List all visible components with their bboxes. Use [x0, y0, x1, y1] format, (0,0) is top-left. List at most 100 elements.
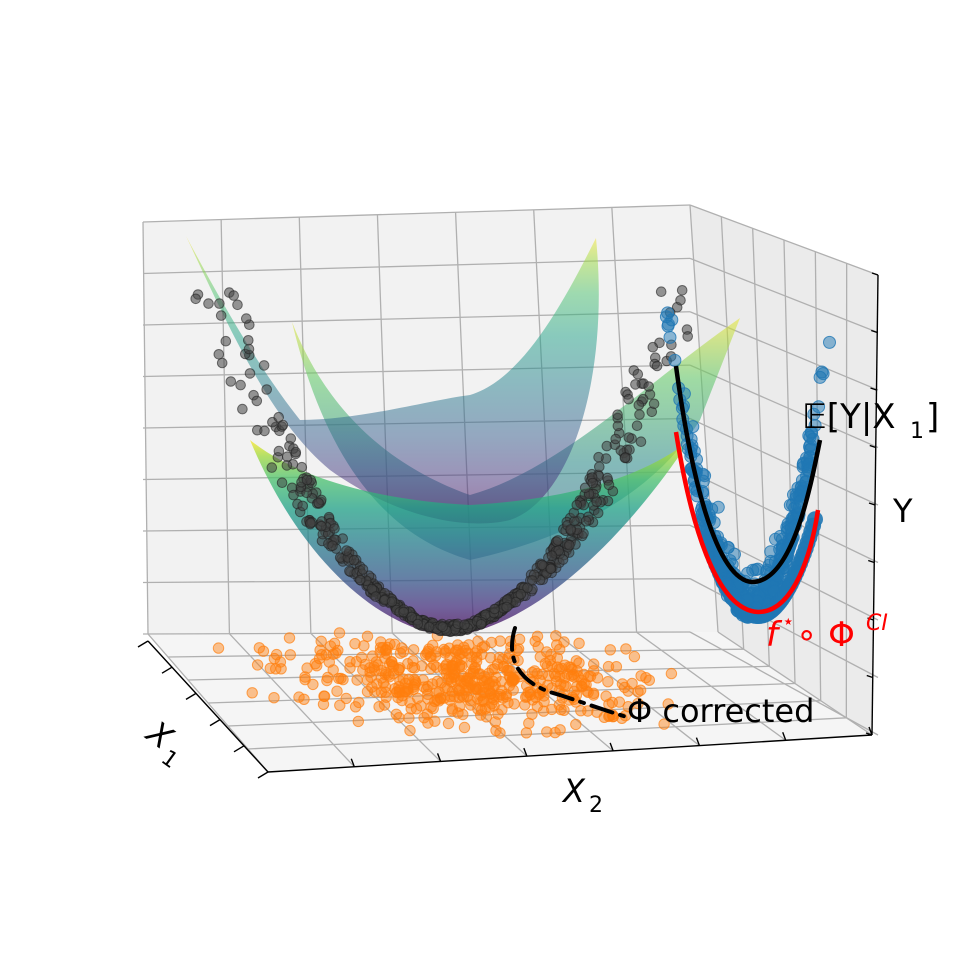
surface-point — [406, 611, 418, 623]
orange-point — [454, 648, 466, 660]
surface-point — [329, 523, 340, 534]
orange-point — [523, 717, 535, 729]
blue-point — [823, 335, 836, 349]
orange-point — [393, 684, 406, 696]
orange-point — [430, 687, 442, 699]
orange-point — [427, 702, 439, 715]
surface-point — [348, 555, 360, 566]
orange-point — [558, 636, 570, 648]
orange-point — [318, 690, 331, 702]
orange-point — [495, 676, 507, 688]
grid-line — [167, 648, 744, 658]
surface-point — [301, 474, 313, 486]
surface-point — [243, 335, 254, 346]
orange-point — [610, 661, 623, 673]
orange-point — [429, 715, 441, 727]
surface-point — [475, 619, 487, 630]
orange-point — [397, 673, 409, 685]
orange-point — [465, 699, 477, 711]
grid-line — [142, 204, 691, 223]
surface-point — [655, 286, 667, 298]
surface-point — [643, 381, 655, 392]
surface-point — [243, 343, 255, 355]
orange-point — [422, 688, 434, 700]
surface-point — [213, 349, 225, 360]
x2-tick — [350, 758, 355, 767]
surface-point — [515, 588, 527, 600]
orange-point — [299, 673, 311, 686]
surface-point — [594, 461, 605, 473]
surface-point — [412, 618, 424, 630]
x1-tick — [257, 771, 269, 779]
orange-point — [415, 700, 427, 712]
orange-point — [446, 703, 458, 715]
x2-tick — [436, 753, 442, 762]
blue-point — [663, 330, 677, 344]
surface-point — [579, 482, 591, 494]
blue-point — [721, 540, 735, 554]
orange-point — [551, 652, 563, 664]
orange-point — [422, 717, 434, 729]
orange-point — [333, 627, 346, 639]
orange-point — [361, 630, 374, 642]
orange-point — [604, 644, 616, 656]
orange-point — [358, 640, 370, 652]
x1-axis-line — [147, 640, 269, 773]
surface-point — [592, 507, 604, 519]
x2-tick — [782, 732, 787, 741]
orange-point — [548, 668, 561, 680]
surface-point — [203, 298, 214, 309]
surface-point — [632, 368, 644, 380]
comp-sup2: CI — [866, 611, 888, 636]
orange-point — [452, 683, 464, 695]
grid-line — [227, 700, 821, 727]
orange-point — [366, 681, 378, 693]
grid-line — [220, 219, 231, 634]
orange-point — [521, 690, 533, 703]
orange-point — [431, 675, 443, 688]
surface-point — [235, 379, 246, 391]
orange-point — [554, 724, 566, 736]
blue-point — [815, 365, 829, 379]
orange-point — [485, 636, 498, 649]
orange-point — [404, 724, 416, 737]
x2-tick — [868, 726, 873, 736]
orange-point — [298, 693, 310, 705]
blue-point — [661, 306, 675, 320]
orange-point — [442, 717, 455, 730]
surface-point — [288, 489, 299, 501]
orange-point — [541, 726, 553, 738]
surface-point — [546, 550, 558, 562]
surface-point — [337, 533, 349, 544]
conditional-expectation-curve — [673, 365, 823, 585]
surface-point — [261, 384, 273, 395]
orange-point — [386, 659, 399, 671]
orange-point — [555, 703, 567, 716]
surface-point — [557, 554, 569, 565]
surface-point — [220, 335, 232, 347]
surface-point — [273, 411, 285, 423]
orange-point — [379, 668, 392, 681]
orange-point — [497, 692, 509, 704]
grid-line — [142, 364, 691, 378]
orange-point — [403, 712, 415, 724]
orange-point — [422, 645, 434, 658]
surface-point — [593, 451, 604, 463]
x1-tick — [209, 718, 221, 727]
composition-curve — [673, 431, 821, 615]
surface-point — [591, 496, 603, 508]
surface-point — [552, 535, 564, 546]
x2-subscript: 2 — [589, 793, 603, 818]
x2-label: X — [561, 772, 586, 810]
surface-point — [647, 341, 659, 353]
orange-point — [544, 654, 556, 667]
surface-point — [631, 420, 643, 432]
orange-point — [466, 658, 478, 670]
orange-point — [405, 703, 417, 715]
orange-point — [545, 648, 557, 661]
orange-point — [422, 693, 434, 705]
surface-point — [587, 477, 599, 489]
orange-point — [573, 637, 585, 649]
orange-point — [340, 692, 352, 705]
